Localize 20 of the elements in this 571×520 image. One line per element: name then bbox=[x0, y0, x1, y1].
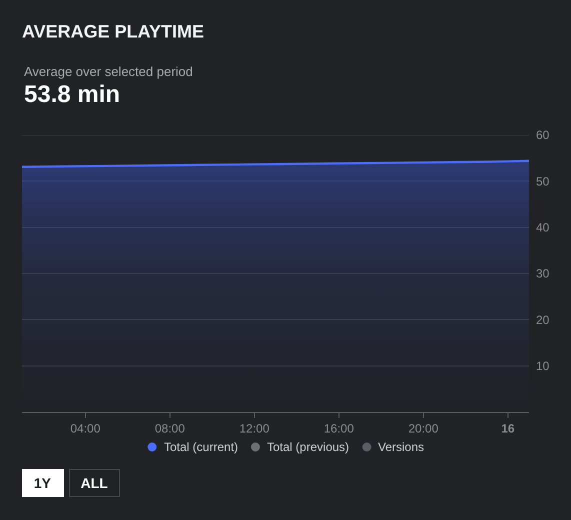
x-tick-label: 12:00 bbox=[239, 421, 270, 436]
y-tick-label: 50 bbox=[536, 174, 550, 188]
x-tick-label: 08:00 bbox=[154, 421, 186, 436]
text: ALL bbox=[80, 475, 108, 491]
legend-label: Versions bbox=[378, 440, 424, 454]
x-tick-label: 20:00 bbox=[408, 421, 439, 436]
chart-subtitle: Average over selected period bbox=[24, 64, 193, 79]
legend-label: Total (previous) bbox=[267, 440, 350, 454]
text: 1Y bbox=[34, 475, 52, 491]
legend-label: Total (current) bbox=[164, 440, 238, 454]
y-tick-label: 10 bbox=[536, 359, 550, 374]
x-tick-label: 04:00 bbox=[70, 421, 101, 436]
y-tick-label: 60 bbox=[536, 128, 550, 142]
chart-title: AVERAGE PLAYTIME bbox=[22, 21, 204, 42]
x-tick-label: 16:00 bbox=[324, 421, 354, 436]
x-tick-label: 16 bbox=[501, 421, 515, 436]
y-tick-label: 20 bbox=[536, 312, 550, 327]
y-tick-label: 40 bbox=[536, 220, 550, 235]
text: 53.8 min bbox=[24, 81, 120, 108]
y-tick-label: 30 bbox=[536, 266, 550, 281]
